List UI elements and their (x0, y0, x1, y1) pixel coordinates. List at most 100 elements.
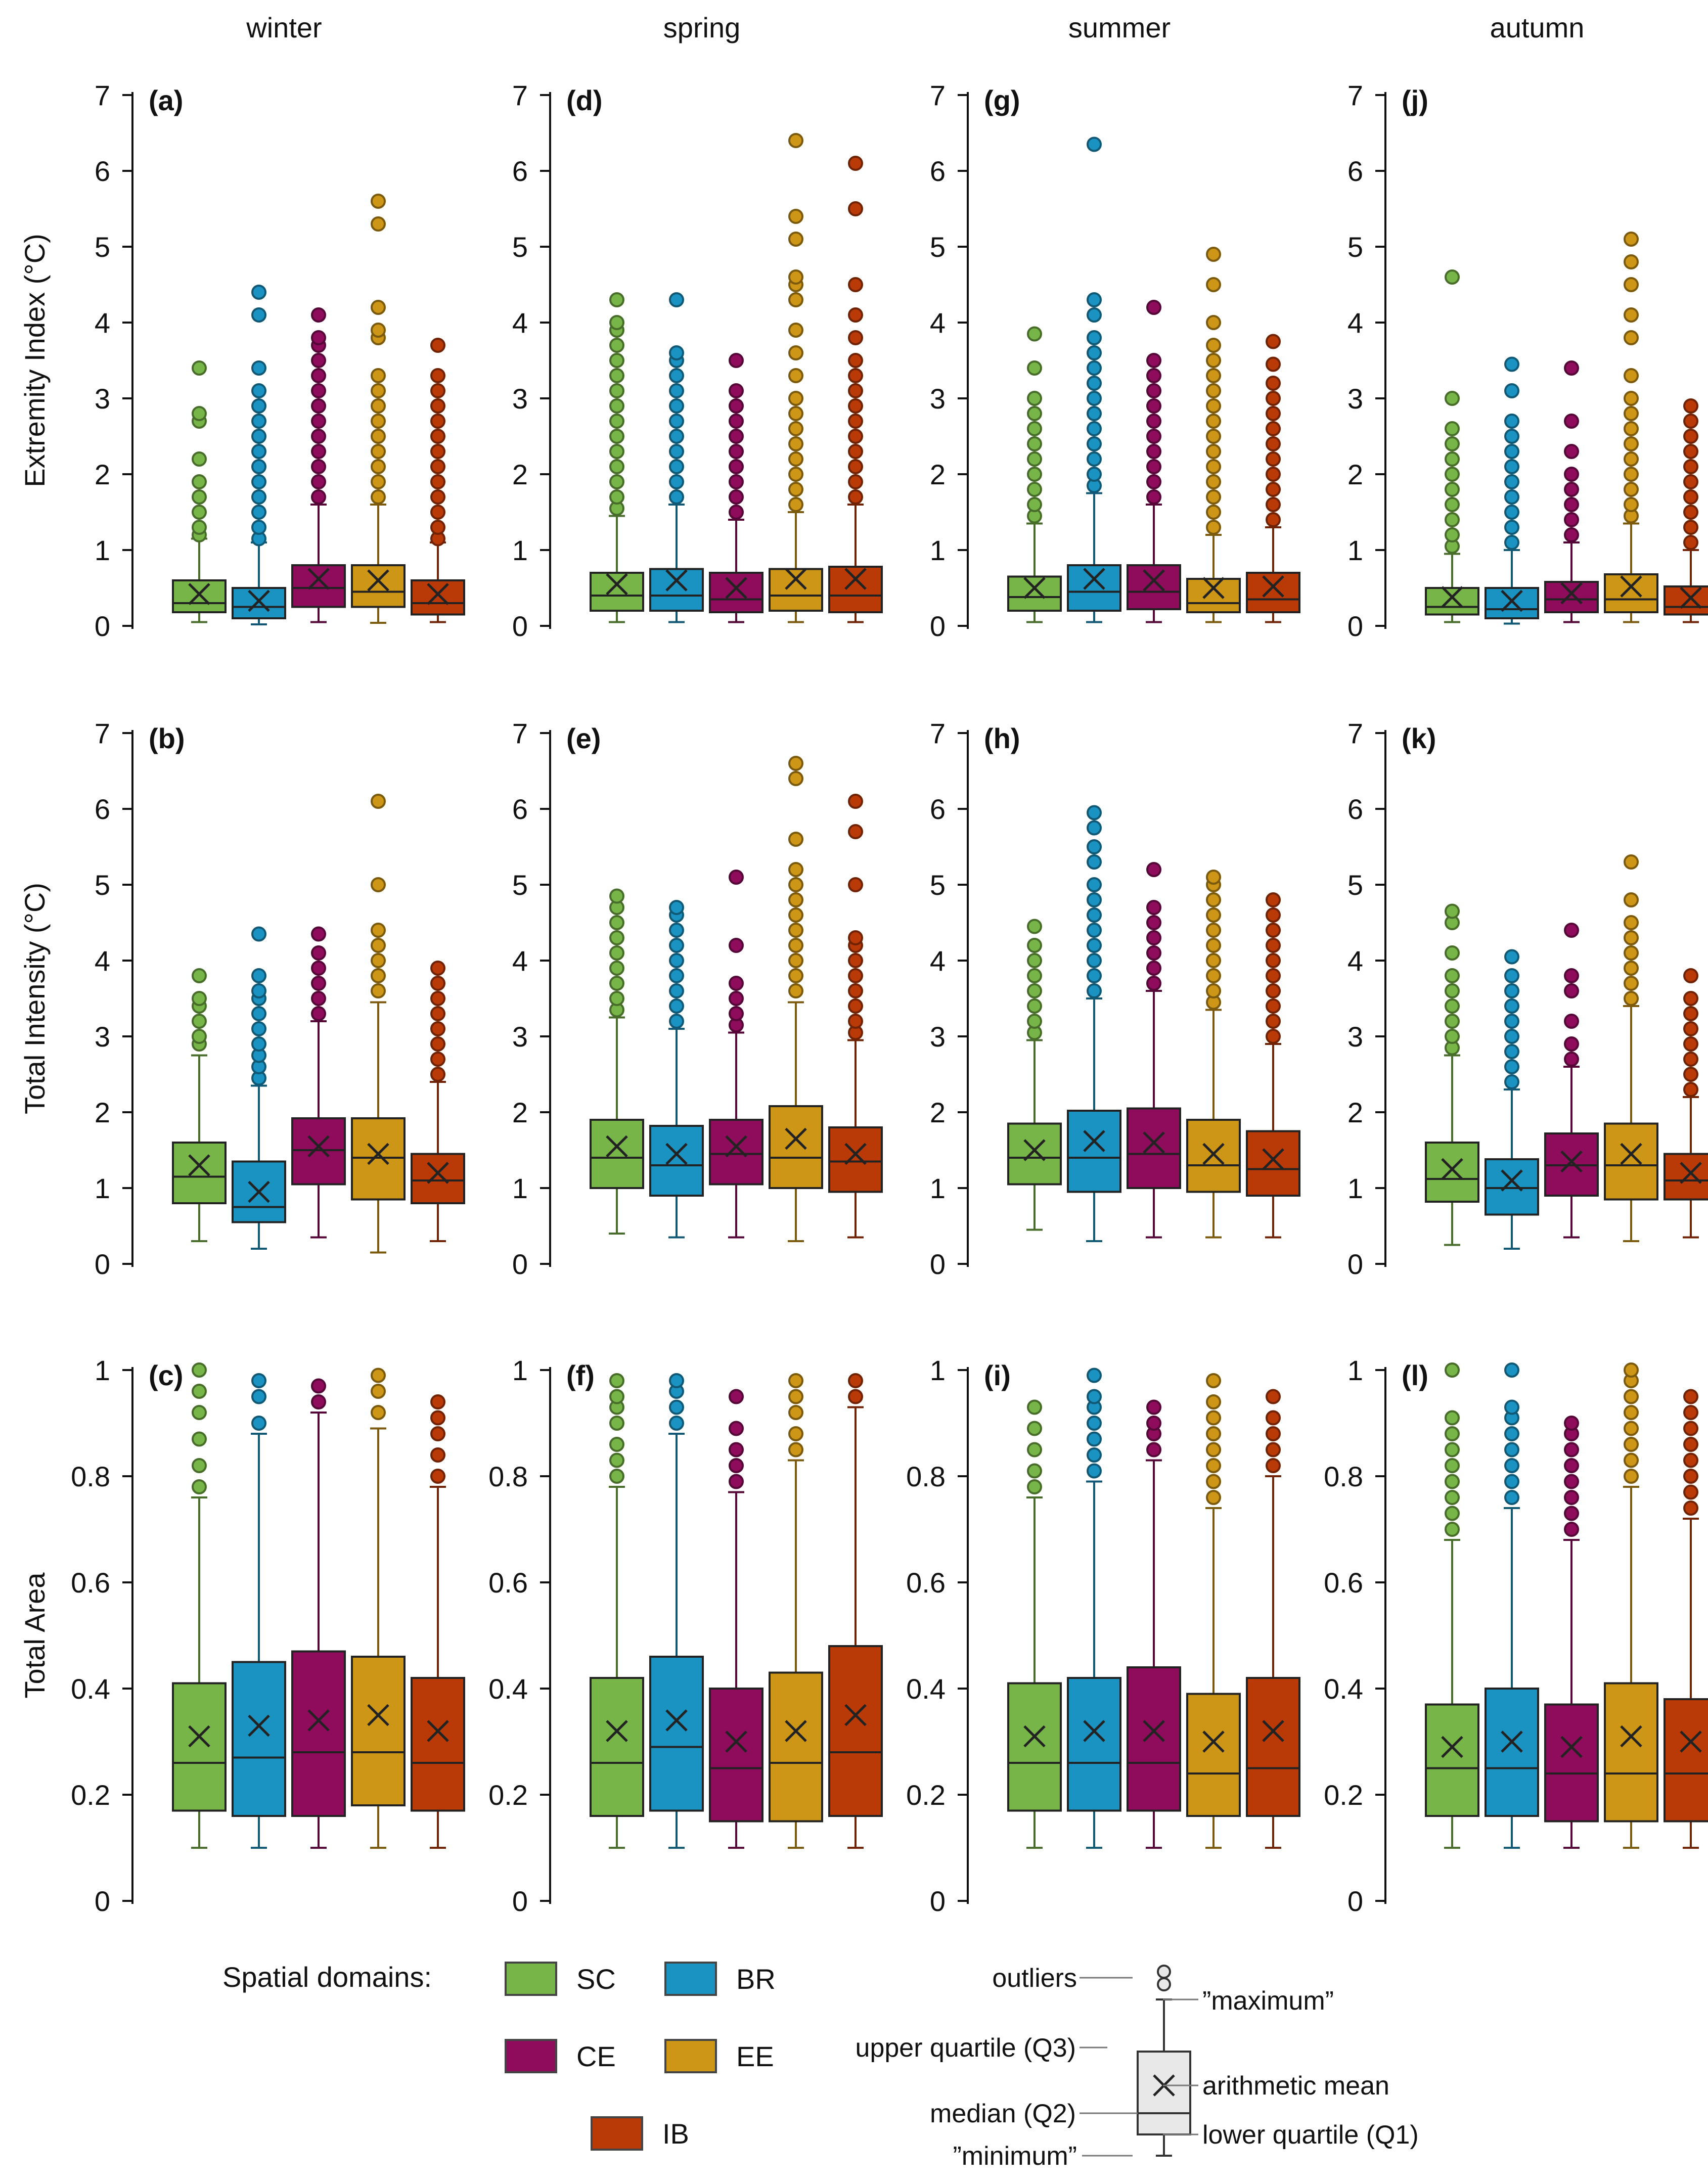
box-iqr (232, 1160, 286, 1223)
outlier-point (1624, 915, 1639, 930)
outlier-point (609, 444, 624, 459)
outlier-point (669, 983, 684, 998)
outlier-point (192, 1458, 207, 1473)
outlier-point (251, 459, 266, 474)
y-tick-label: 7 (512, 717, 528, 749)
y-tick-label: 1 (95, 534, 110, 566)
legend-label-EE: EE (736, 2040, 774, 2072)
box-iqr (1007, 575, 1062, 612)
box-IB (1664, 398, 1708, 623)
outlier-point (788, 1389, 803, 1404)
outlier-point (729, 1474, 744, 1489)
outlier-point (371, 983, 386, 998)
box-CE (709, 870, 763, 1239)
outlier-point (1146, 961, 1161, 976)
legend-swatch-EE (664, 2039, 717, 2073)
mean-marker (367, 1143, 389, 1165)
outlier-point (1683, 444, 1698, 459)
outlier-point (1624, 368, 1639, 383)
mean-marker (307, 1135, 330, 1158)
mean-marker (1620, 1725, 1642, 1748)
y-tick-label: 7 (930, 717, 946, 749)
mean-marker (1560, 1150, 1583, 1173)
outlier-point (1206, 414, 1221, 429)
outlier-point (729, 474, 744, 489)
outlier-point (1087, 854, 1102, 870)
outlier-point (1027, 360, 1042, 376)
outlier-point (430, 976, 445, 991)
legend-label-SC: SC (576, 1963, 616, 1995)
y-tick-label: 6 (930, 793, 946, 825)
outlier-point (1564, 1490, 1579, 1505)
box-SC (590, 292, 644, 623)
outlier-point (1266, 334, 1281, 349)
outlier-point (788, 771, 803, 786)
outlier-point (1624, 406, 1639, 421)
outlier-point (1624, 307, 1639, 323)
outlier-point (1027, 998, 1042, 1014)
y-tick-label: 3 (95, 1021, 110, 1053)
box-iqr (769, 1671, 823, 1823)
panel-label: (e) (566, 722, 601, 754)
box-iqr (1246, 1677, 1300, 1817)
box-iqr (769, 568, 823, 612)
outlier-point (1564, 444, 1579, 459)
outlier-point (1504, 505, 1519, 520)
outlier-point (1146, 353, 1161, 368)
outlier-point (1206, 505, 1221, 520)
outlier-point (251, 983, 266, 998)
outlier-point (1564, 1052, 1579, 1067)
box-iqr (1425, 1703, 1479, 1817)
panel-label: (k) (1402, 722, 1436, 754)
box-iqr (709, 1119, 763, 1186)
outlier-point (251, 307, 266, 323)
outlier-point (311, 976, 326, 991)
outlier-point (609, 489, 624, 505)
outlier-point (1266, 512, 1281, 527)
outlier-point (1146, 368, 1161, 383)
outlier-point (1266, 1014, 1281, 1029)
outlier-point (1087, 938, 1102, 953)
y-tick-label: 1 (512, 1172, 528, 1204)
outlier-point (1564, 1416, 1579, 1431)
outlier-point (1683, 1469, 1698, 1484)
outlier-point (1027, 421, 1042, 436)
outlier-point (1027, 482, 1042, 497)
y-tick-label: 4 (95, 945, 110, 977)
y-tick-label: 0 (930, 610, 946, 642)
y-tick-label: 0.4 (1324, 1673, 1363, 1705)
y-tick-label: 0.6 (71, 1567, 110, 1599)
outlier-point (1504, 1044, 1519, 1059)
box-iqr (1186, 1693, 1241, 1817)
y-tick-label: 0.2 (906, 1779, 946, 1811)
y-tick-label: 7 (1347, 717, 1363, 749)
outlier-point (1027, 436, 1042, 451)
outlier-point (1266, 451, 1281, 467)
outlier-point (1624, 1452, 1639, 1468)
outlier-point (251, 926, 266, 942)
box-EE (1604, 1362, 1658, 1849)
outlier-point (609, 888, 624, 904)
mean-marker (1083, 1720, 1105, 1742)
y-tick-label: 7 (95, 79, 110, 111)
outlier-point (609, 991, 624, 1006)
outlier-point (1206, 444, 1221, 459)
outlier-point (788, 1373, 803, 1388)
outlier-point (430, 1447, 445, 1463)
panel-l: 0 0.2 0.4 0.6 0.8 1 (l) (1324, 1354, 1708, 1917)
outlier-point (371, 489, 386, 505)
box-BR (1067, 805, 1121, 1242)
outlier-point (609, 1452, 624, 1468)
outlier-point (1683, 429, 1698, 444)
outlier-point (788, 421, 803, 436)
outlier-point (788, 1405, 803, 1420)
outlier-point (729, 976, 744, 991)
outlier-point (371, 444, 386, 459)
outlier-point (430, 444, 445, 459)
outlier-point (848, 277, 863, 292)
outlier-point (1445, 512, 1460, 527)
outlier-point (848, 383, 863, 398)
legend: Spatial domains: SC BR CE EE IB outliers ”max… (222, 1961, 1419, 2171)
season-title-summer: summer (1068, 12, 1171, 43)
